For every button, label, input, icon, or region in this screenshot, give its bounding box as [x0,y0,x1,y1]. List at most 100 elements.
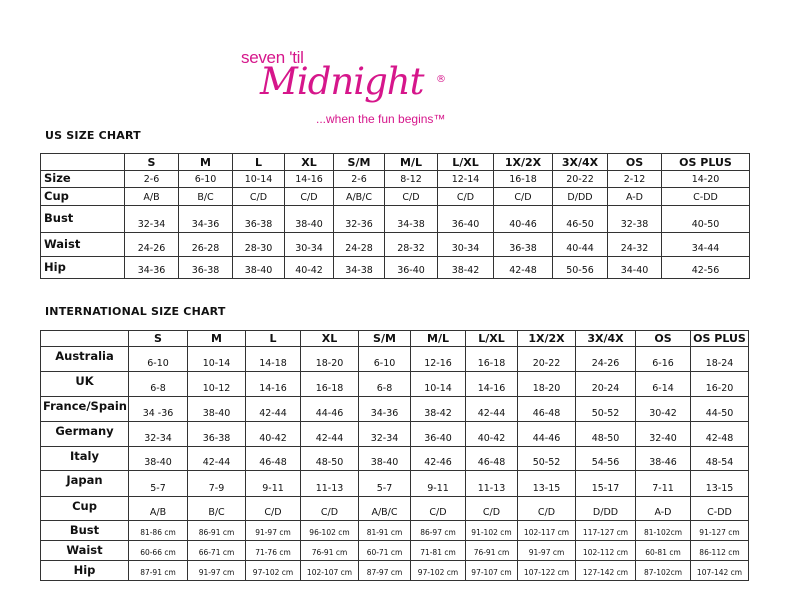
table-cell: 14-20 [661,170,750,188]
table-cell: 26-28 [178,232,233,257]
table-cell: 13-15 [690,470,749,497]
logo-registered: ® [436,74,446,85]
table-cell: 50-56 [552,256,608,279]
table-cell: 91-102 cm [465,520,518,541]
column-header: S [128,330,188,347]
table-cell: 81-102cm [635,520,691,541]
table-cell: 91-97 cm [245,520,301,541]
table-cell: 42-48 [493,256,553,279]
column-header: S/M [333,153,385,171]
table-cell: 32-34 [124,205,179,233]
table-cell: 16-18 [493,170,553,188]
corner-cell [40,153,125,171]
column-header: S/M [358,330,411,347]
table-cell: 18-20 [300,346,359,372]
table-cell: 6-8 [358,371,411,397]
table-cell: 66-71 cm [187,540,246,561]
table-cell: 14-16 [245,371,301,397]
table-row: Bust 32-34 34-36 36-38 38-40 32-36 34-38 36-40 4… [40,205,750,233]
row-label: UK [40,371,129,397]
table-cell: 71-76 cm [245,540,301,561]
table-cell: 38-40 [187,396,246,422]
logo-line2: Midnight [260,60,424,103]
table-cell: 40-42 [245,421,301,447]
table-cell: 10-12 [187,371,246,397]
table-cell: 102-107 cm [300,560,359,581]
table-cell: 14-18 [245,346,301,372]
table-cell: 76-91 cm [300,540,359,561]
column-header: S [124,153,179,171]
table-cell: 10-14 [232,170,285,188]
table-cell: 28-30 [232,232,285,257]
table-cell: 46-50 [552,205,608,233]
table-cell: 97-102 cm [245,560,301,581]
table-cell: C/D [384,187,438,206]
row-label: France/Spain [40,396,129,422]
table-cell: 2-6 [333,170,385,188]
table-cell: C/D [465,496,518,521]
table-cell: 48-50 [300,446,359,471]
header-row: S M L XL S/M M/L L/XL 1X/2X 3X/4X OS OS PLUS [40,330,749,347]
table-cell: 6-8 [128,371,188,397]
table-cell: 13-15 [517,470,576,497]
table-cell: 36-38 [178,256,233,279]
table-cell: 12-16 [410,346,466,372]
logo-line1: seven 'til [241,48,304,67]
table-row: UK 6-8 10-12 14-16 16-18 6-8 10-14 14-16 18-20 20… [40,371,749,397]
table-cell: 32-38 [607,205,662,233]
column-header: OS PLUS [690,330,749,347]
table-row: Waist 24-26 26-28 28-30 30-34 24-28 28-32 30-34… [40,232,750,257]
column-header: M/L [384,153,438,171]
table-cell: 87-91 cm [128,560,188,581]
table-cell: 14-16 [284,170,334,188]
table-cell: C-DD [661,187,750,206]
table-cell: 24-26 [575,346,636,372]
table-cell: 16-20 [690,371,749,397]
table-cell: 30-34 [437,232,494,257]
column-header: OS PLUS [661,153,750,171]
table-cell: 97-102 cm [410,560,466,581]
table-cell: 8-12 [384,170,438,188]
table-cell: 20-22 [552,170,608,188]
table-cell: C/D [284,187,334,206]
table-cell: 36-38 [187,421,246,447]
column-header: 3X/4X [552,153,608,171]
table-cell: 50-52 [575,396,636,422]
table-cell: 30-42 [635,396,691,422]
table-cell: 86-97 cm [410,520,466,541]
table-cell: 40-44 [552,232,608,257]
table-cell: 40-46 [493,205,553,233]
table-cell: 6-16 [635,346,691,372]
table-row: Italy 38-40 42-44 46-48 48-50 38-40 42-46 46-48… [40,446,749,471]
table-cell: 38-40 [358,446,411,471]
table-cell: C/D [437,187,494,206]
table-cell: 36-40 [384,256,438,279]
table-cell: A/B/C [358,496,411,521]
table-cell: 38-40 [128,446,188,471]
table-cell: 54-56 [575,446,636,471]
table-cell: 14-16 [465,371,518,397]
table-row: Bust 81-86 cm 86-91 cm 91-97 cm 96-102 cm 81-… [40,520,749,541]
table-cell: B/C [178,187,233,206]
row-label: Bust [40,520,129,541]
table-cell: 34-38 [384,205,438,233]
table-cell: 10-14 [187,346,246,372]
row-label: Germany [40,421,129,447]
table-cell: 42-44 [300,421,359,447]
table-cell: 16-18 [465,346,518,372]
table-cell: A/B [124,187,179,206]
table-cell: 38-42 [410,396,466,422]
column-header: 1X/2X [517,330,576,347]
table-cell: 48-50 [575,421,636,447]
row-label: Waist [40,540,129,561]
table-cell: 9-11 [245,470,301,497]
table-cell: C/D [232,187,285,206]
table-cell: 107-142 cm [690,560,749,581]
table-row: Cup A/B B/C C/D C/D A/B/C C/D C/D C/D D/DD A-D C-DD [40,187,750,206]
table-cell: 10-14 [410,371,466,397]
table-cell: 40-50 [661,205,750,233]
table-cell: 46-48 [245,446,301,471]
column-header: L [232,153,285,171]
column-header: 1X/2X [493,153,553,171]
table-cell: 42-56 [661,256,750,279]
